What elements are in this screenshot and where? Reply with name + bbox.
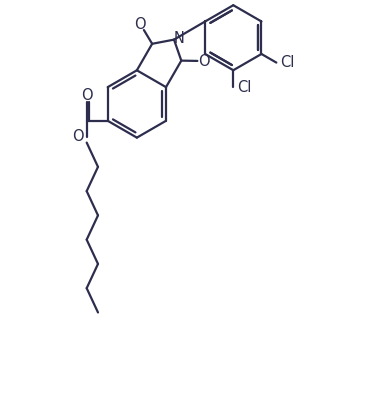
Text: N: N <box>174 31 185 46</box>
Text: O: O <box>198 54 210 69</box>
Text: O: O <box>72 129 84 144</box>
Text: O: O <box>135 17 146 31</box>
Text: O: O <box>81 88 92 103</box>
Text: Cl: Cl <box>280 55 294 70</box>
Text: Cl: Cl <box>237 80 251 95</box>
